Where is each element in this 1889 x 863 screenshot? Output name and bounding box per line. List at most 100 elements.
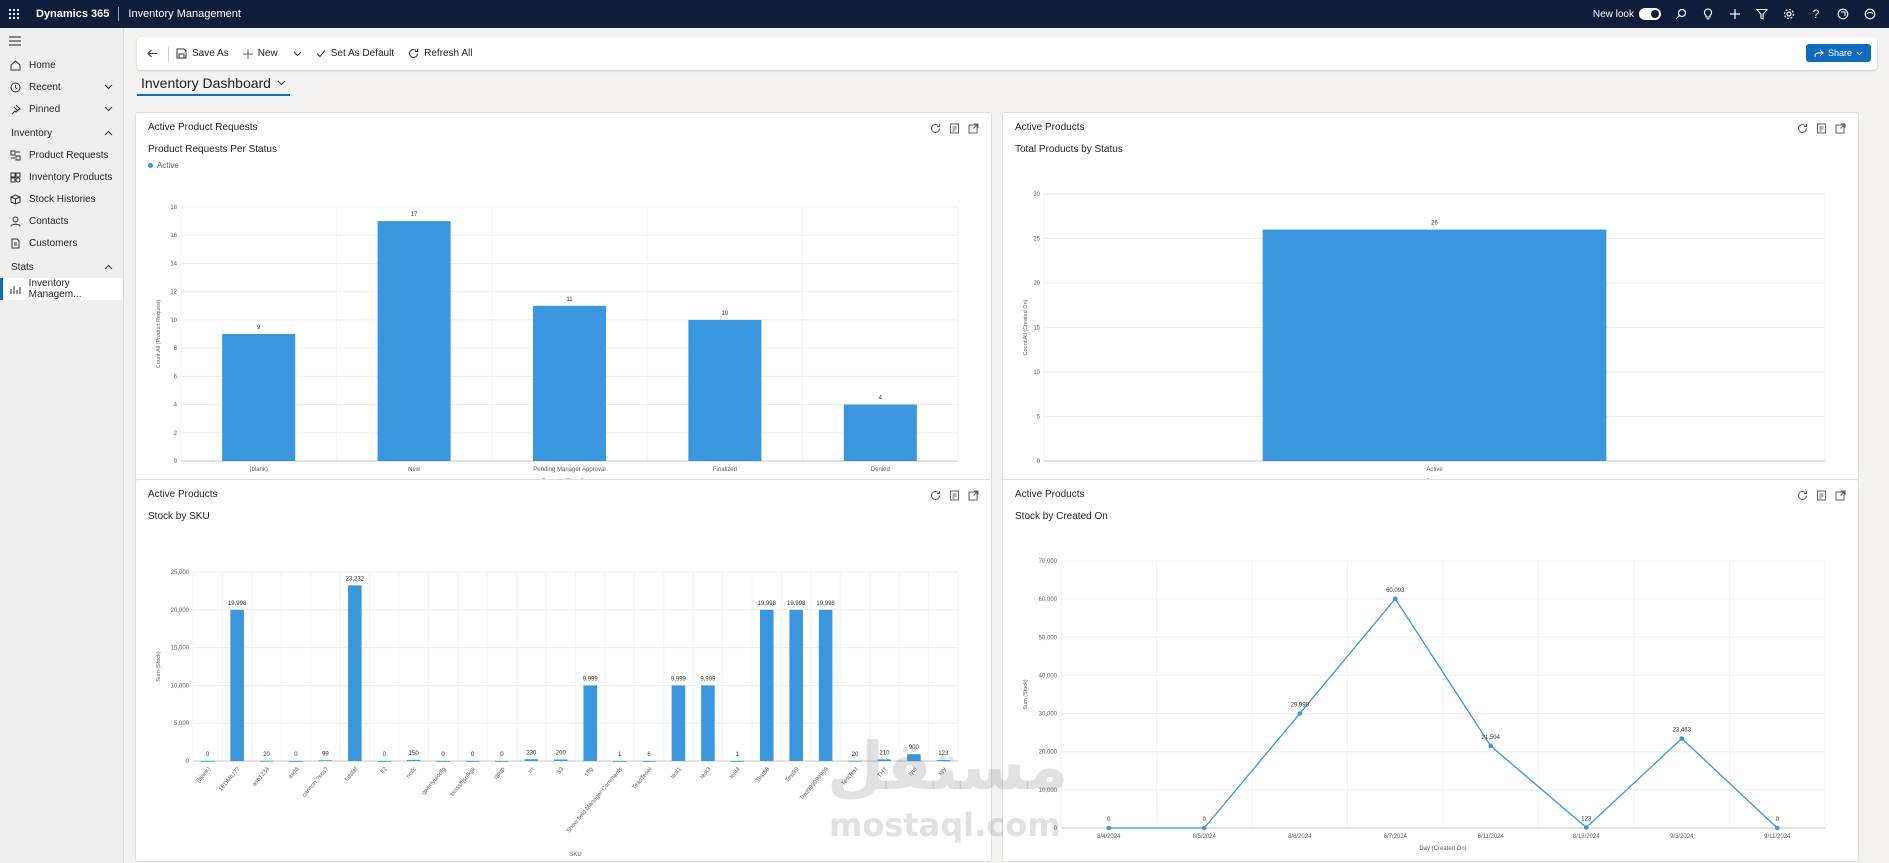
settings-gear-icon[interactable] xyxy=(1782,7,1796,21)
sidebar-item-inventory-management-dashboard[interactable]: Inventory Managem... xyxy=(0,278,123,300)
sidebar-item-contacts[interactable]: Contacts xyxy=(0,210,123,232)
y-tick-label: 16 xyxy=(170,233,177,239)
sidebar-group-stats[interactable]: Stats xyxy=(0,256,123,278)
bar xyxy=(701,685,715,761)
x-tick-label: Show field Manager Comments xyxy=(566,766,624,834)
chart-title: Total Products by Status xyxy=(1015,144,1123,155)
refresh-icon[interactable] xyxy=(930,488,941,506)
data-label: 6 xyxy=(647,752,651,758)
data-label: 123 xyxy=(1581,817,1592,823)
refresh-all-button[interactable]: Refresh All xyxy=(401,37,479,70)
y-tick-label: 18 xyxy=(170,205,177,211)
refresh-icon[interactable] xyxy=(1797,488,1808,506)
data-label: 26 xyxy=(1431,221,1438,227)
data-point xyxy=(1583,825,1589,830)
sidebar-item-home[interactable]: Home xyxy=(0,54,123,76)
data-label: 19,998 xyxy=(228,601,247,607)
sidebar-group-inventory[interactable]: Inventory xyxy=(0,122,123,144)
new-look-toggle[interactable]: New look xyxy=(1593,8,1661,20)
remote-assist-icon[interactable] xyxy=(1836,7,1850,21)
bar xyxy=(532,305,607,461)
data-label: 9,999 xyxy=(671,676,687,682)
bar xyxy=(730,760,745,762)
bar xyxy=(406,759,421,761)
sidebar-item-recent[interactable]: Recent xyxy=(0,76,123,98)
bar xyxy=(554,759,568,761)
arrow-left-icon xyxy=(147,49,157,58)
lightbulb-icon[interactable] xyxy=(1701,7,1715,21)
y-tick-label: 6 xyxy=(174,374,178,380)
bar xyxy=(843,404,917,461)
x-tick-label: 8/11/2024 xyxy=(1478,834,1505,840)
share-label: Share xyxy=(1827,48,1852,58)
save-as-label: Save As xyxy=(192,48,229,59)
sidebar-item-inventory-products[interactable]: Inventory Products xyxy=(0,166,123,188)
bar xyxy=(1262,229,1607,461)
bar xyxy=(907,754,921,761)
app-name[interactable]: Inventory Management xyxy=(128,8,241,20)
app-launcher-icon[interactable] xyxy=(0,0,28,28)
back-button[interactable] xyxy=(137,37,168,70)
chevron-down-icon[interactable] xyxy=(104,104,113,115)
dashboard-selector[interactable]: Inventory Dashboard xyxy=(137,72,290,96)
x-tick-label: ff2 xyxy=(380,766,389,775)
x-tick-label: (blank) xyxy=(196,766,212,784)
x-tick-label: tyui xyxy=(908,766,919,777)
x-tick-label: cannon ?scs? xyxy=(302,766,331,799)
expand-chart-icon[interactable] xyxy=(1835,488,1846,506)
sidebar-item-stock-histories[interactable]: Stock Histories xyxy=(0,188,123,210)
data-label: 19,998 xyxy=(758,601,777,607)
filter-icon[interactable] xyxy=(1755,7,1769,21)
checkmark-icon xyxy=(316,50,326,58)
data-label: 123 xyxy=(938,751,949,757)
view-records-icon[interactable] xyxy=(1816,121,1827,139)
refresh-icon[interactable] xyxy=(1797,121,1808,139)
data-label: 10 xyxy=(722,311,729,317)
sidebar-item-customers[interactable]: Customers xyxy=(0,232,123,254)
chart-legend: Active xyxy=(148,161,179,170)
sidebar-item-label: Customers xyxy=(29,237,78,249)
x-tick-label: Denied xyxy=(871,467,890,473)
x-axis-title: SKU xyxy=(569,852,581,858)
data-label: 29,998 xyxy=(1291,703,1310,709)
search-icon[interactable] xyxy=(1674,7,1688,21)
data-label: 9,999 xyxy=(583,676,599,682)
copilot-icon[interactable] xyxy=(1863,7,1877,21)
x-tick-label: Pending Manager Approval xyxy=(533,467,605,473)
hamburger-menu-icon[interactable] xyxy=(0,28,123,54)
y-tick-label: 5,000 xyxy=(174,721,190,727)
view-records-icon[interactable] xyxy=(949,488,960,506)
save-as-button[interactable]: Save As xyxy=(169,37,236,70)
expand-chart-icon[interactable] xyxy=(1835,121,1846,139)
expand-chart-icon[interactable] xyxy=(968,121,979,139)
chevron-down-icon[interactable] xyxy=(104,82,113,93)
expand-chart-icon[interactable] xyxy=(968,488,979,506)
share-button[interactable]: Share xyxy=(1805,44,1871,62)
new-button[interactable]: New xyxy=(236,37,309,70)
plus-icon[interactable] xyxy=(1728,7,1742,21)
pin-icon xyxy=(9,103,22,116)
chevron-down-icon[interactable] xyxy=(293,51,302,57)
view-records-icon[interactable] xyxy=(949,121,960,139)
toggle-switch[interactable] xyxy=(1639,8,1661,20)
x-tick-label: 9/3/2024 xyxy=(1670,834,1694,840)
chevron-up-icon[interactable] xyxy=(104,262,113,273)
brand-name[interactable]: Dynamics 365 xyxy=(36,8,110,20)
panel-title: Active Products xyxy=(1015,122,1085,133)
chevron-up-icon[interactable] xyxy=(104,128,113,139)
sidebar-item-pinned[interactable]: Pinned xyxy=(0,98,123,120)
line-chart: 0 10,000 20,000 30,000 40,000 50,000 60,000 70,… xyxy=(1023,559,1826,852)
view-records-icon[interactable] xyxy=(1816,488,1827,506)
x-tick-label: 8/5/2024 xyxy=(1193,834,1217,840)
new-look-label: New look xyxy=(1592,8,1634,20)
x-tick-label: Test999999999 xyxy=(799,766,830,802)
data-label: 200 xyxy=(556,750,567,756)
chart-panel-product-requests: Active Product Requests Product Requests… xyxy=(135,112,992,495)
help-icon[interactable]: ? xyxy=(1812,7,1820,21)
set-as-default-button[interactable]: Set As Default xyxy=(309,37,401,70)
y-tick-label: 12 xyxy=(170,290,177,296)
sidebar: Home Recent Pinned Inventory Product Req… xyxy=(0,28,124,863)
refresh-icon[interactable] xyxy=(930,121,941,139)
sidebar-item-product-requests[interactable]: Product Requests xyxy=(0,144,123,166)
bar xyxy=(259,760,274,762)
